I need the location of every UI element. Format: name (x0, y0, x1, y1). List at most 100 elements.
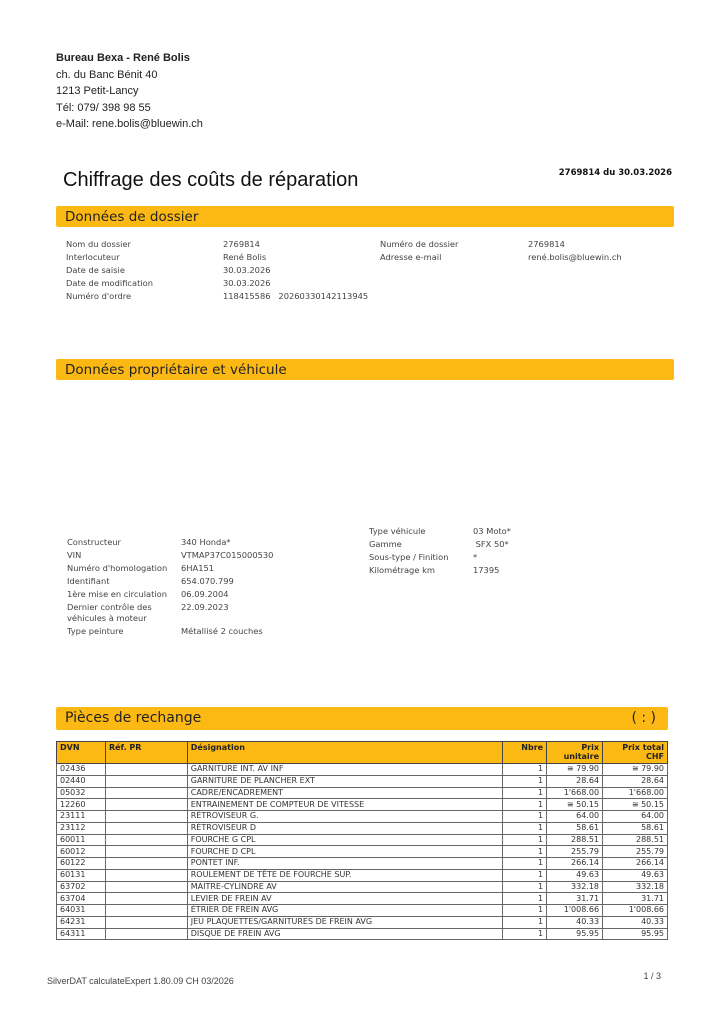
cell-designation: RÉTROVISEUR D (186, 821, 504, 835)
field-value: Métallisé 2 couches (181, 626, 263, 636)
cell-unit-price: 49.63 (546, 868, 604, 882)
field-label: Numéro d'homologation (67, 563, 168, 573)
cell-ref-pr (104, 845, 188, 858)
col-quantity: Nbre (502, 741, 548, 764)
cell-quantity: 1 (502, 774, 548, 788)
sender-name: Bureau Bexa - René Bolis (56, 52, 190, 64)
cell-quantity: 1 (502, 904, 548, 917)
field-value: VTMAP37C015000530 (181, 550, 274, 560)
cell-ref-pr (104, 868, 188, 882)
cell-unit-price: 266.14 (546, 857, 604, 870)
field-value: 654.070.799 (181, 576, 234, 586)
cell-total-price: ≅ 79.90 (602, 763, 668, 776)
field-value: 118415586 20260330142113945 (223, 291, 369, 301)
col-total-price: Prix total CHF (602, 741, 668, 764)
field-value: 03 Moto* (473, 526, 511, 536)
field-value: 340 Honda* (181, 537, 231, 547)
field-value: * (473, 552, 478, 562)
field-row: Dernier contrôle des véhicules à moteur 2… (67, 602, 363, 624)
field-label: Gamme (369, 539, 402, 549)
field-value: 17395 (473, 565, 500, 575)
cell-designation: FOURCHE G CPL (186, 833, 504, 847)
cell-unit-price: 332.18 (546, 880, 604, 894)
cell-unit-price: 1'008.66 (546, 904, 604, 917)
cell-total-price: ≅ 50.15 (602, 798, 668, 811)
cell-unit-price: 40.33 (546, 915, 604, 929)
cell-total-price: 49.63 (602, 868, 668, 882)
table-row: 23112 RÉTROVISEUR D 1 58.61 58.61 (56, 821, 668, 835)
table-row: 60011 FOURCHE G CPL 1 288.51 288.51 (56, 833, 668, 847)
cell-ref-pr (104, 927, 188, 941)
field-row: Numéro de dossier 2769814 (380, 239, 676, 250)
section-header-vehicle: Données propriétaire et véhicule (56, 359, 674, 380)
field-row: Adresse e-mail rené.bolis@bluewin.ch (380, 252, 676, 263)
field-label: Interlocuteur (66, 252, 120, 262)
cell-unit-price: 28.64 (546, 774, 604, 788)
cell-designation: ROULEMENT DE TÊTE DE FOURCHE SUP. (186, 868, 504, 882)
cell-unit-price: ≅ 50.15 (546, 798, 604, 811)
cell-quantity: 1 (502, 927, 548, 941)
cell-quantity: 1 (502, 915, 548, 929)
field-label: Identifiant (67, 576, 110, 586)
cell-quantity: 1 (502, 880, 548, 894)
table-row: 60012 FOURCHE D CPL 1 255.79 255.79 (56, 845, 668, 858)
cell-quantity: 1 (502, 810, 548, 823)
cell-unit-price: 1'668.00 (546, 786, 604, 800)
cell-quantity: 1 (502, 763, 548, 776)
field-row: Interlocuteur René Bolis (66, 252, 372, 263)
field-row: Gamme SFX 50* (369, 539, 565, 550)
sender-email: e-Mail: rene.bolis@bluewin.ch (56, 118, 203, 130)
cell-quantity: 1 (502, 833, 548, 847)
cell-quantity: 1 (502, 868, 548, 882)
field-label: Date de modification (66, 278, 153, 288)
cell-ref-pr (104, 904, 188, 917)
cell-total-price: 28.64 (602, 774, 668, 788)
cell-ref-pr (104, 833, 188, 847)
cell-designation: MAITRE-CYLINDRE AV (186, 880, 504, 894)
table-row: 64031 ÉTRIER DE FREIN AVG 1 1'008.66 1'008.6… (56, 904, 668, 917)
table-row: 02440 GARNITURE DE PLANCHER EXT 1 28.64 28.6… (56, 774, 668, 788)
document-reference: 2769814 du 30.03.2026 (558, 168, 672, 178)
section-header-dossier: Données de dossier (56, 206, 674, 227)
field-row: Numéro d'homologation 6HA151 (67, 563, 363, 574)
cell-ref-pr (104, 892, 188, 905)
cell-designation: LEVIER DE FREIN AV (186, 892, 504, 905)
field-label: 1ère mise en circulation (67, 589, 168, 599)
cell-ref-pr (104, 880, 188, 894)
cell-dvn: 63702 (56, 880, 106, 894)
cell-total-price: 288.51 (602, 833, 668, 847)
cell-dvn: 60012 (56, 845, 106, 858)
cell-total-price: 31.71 (602, 892, 668, 905)
cell-dvn: 64311 (56, 927, 106, 941)
field-label: Dernier contrôle des véhicules à moteur (67, 602, 152, 623)
parts-heading-right: ( : ) (631, 710, 656, 726)
field-value: SFX 50* (473, 539, 509, 549)
cell-designation: CADRE/ENCADREMENT (186, 786, 504, 800)
field-value: 30.03.2026 (223, 278, 271, 288)
sender-address: Bureau Bexa - René Bolis ch. du Banc Bén… (56, 50, 203, 133)
cell-quantity: 1 (502, 892, 548, 905)
table-row: 64311 DISQUE DE FREIN AVG 1 95.95 95.95 (56, 927, 668, 941)
field-value: 2769814 (528, 239, 565, 249)
section-header-parts: Pièces de rechange ( : ) (56, 707, 668, 730)
table-row: 63704 LEVIER DE FREIN AV 1 31.71 31.71 (56, 892, 668, 905)
parts-heading: Pièces de rechange (65, 710, 202, 726)
vehicle-right-table: Type véhicule 03 Moto* Gamme SFX 50* Sous-t… (367, 524, 567, 578)
field-label: Type peinture (67, 626, 124, 636)
field-label: Type véhicule (369, 526, 426, 536)
cell-dvn: 60122 (56, 857, 106, 870)
field-value: 6HA151 (181, 563, 215, 573)
table-row: 23111 RÉTROVISEUR G. 1 64.00 64.00 (56, 810, 668, 823)
field-label: Date de saisie (66, 265, 125, 275)
cell-designation: ENTRAINEMENT DE COMPTEUR DE VITESSE (186, 798, 504, 811)
field-label: Adresse e-mail (380, 252, 442, 262)
cell-dvn: 60011 (56, 833, 106, 847)
table-row: 12260 ENTRAINEMENT DE COMPTEUR DE VITESSE… (56, 798, 668, 811)
parts-table: DVN Réf. PR Désignation Nbre Prix unitai… (56, 741, 668, 941)
cell-ref-pr (104, 786, 188, 800)
cell-quantity: 1 (502, 845, 548, 858)
sender-street: ch. du Banc Bénit 40 (56, 68, 158, 81)
cell-dvn: 12260 (56, 798, 106, 811)
vehicle-left-table: Constructeur 340 Honda* VIN VTMAP37C0150005… (65, 535, 365, 639)
col-ref-pr: Réf. PR (104, 741, 188, 764)
